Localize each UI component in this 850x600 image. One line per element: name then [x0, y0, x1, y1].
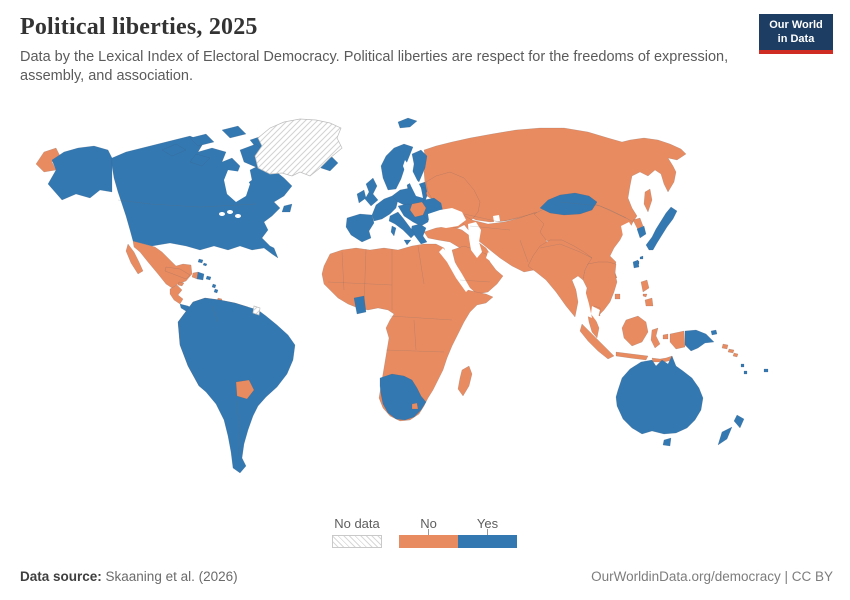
credit-link[interactable]: OurWorldinData.org/democracy | CC BY: [591, 569, 833, 584]
legend-swatch-no[interactable]: [399, 535, 458, 548]
sea-carves: [219, 160, 634, 322]
data-source-prefix: Data source:: [20, 569, 102, 584]
legend-swatch-yes[interactable]: [458, 535, 517, 548]
chart-subtitle: Data by the Lexical Index of Electoral D…: [20, 49, 729, 85]
owid-logo[interactable]: Our World in Data: [759, 14, 833, 54]
legend-tick-yes: [487, 529, 488, 535]
legend-label-no: No: [420, 516, 437, 531]
region-no-enclaves[interactable]: [235, 201, 427, 410]
legend-swatch-no-data[interactable]: [332, 535, 382, 548]
chart-footer: Data source: Skaaning et al. (2026) OurW…: [20, 569, 833, 584]
page-title: Political liberties, 2025: [20, 14, 258, 40]
legend-tick-no: [428, 529, 429, 535]
region-no-data[interactable]: [252, 118, 343, 316]
data-source-text: Skaaning et al. (2026): [101, 569, 238, 584]
legend-label-no-data: No data: [334, 516, 380, 531]
chart-header: Political liberties, 2025 Data by the Le…: [20, 14, 750, 86]
data-source: Data source: Skaaning et al. (2026): [20, 569, 238, 584]
legend-label-yes: Yes: [476, 516, 499, 531]
owid-logo-line2: in Data: [777, 32, 815, 45]
owid-logo-line1: Our World: [769, 19, 823, 31]
country-border-lines: [117, 199, 627, 457]
